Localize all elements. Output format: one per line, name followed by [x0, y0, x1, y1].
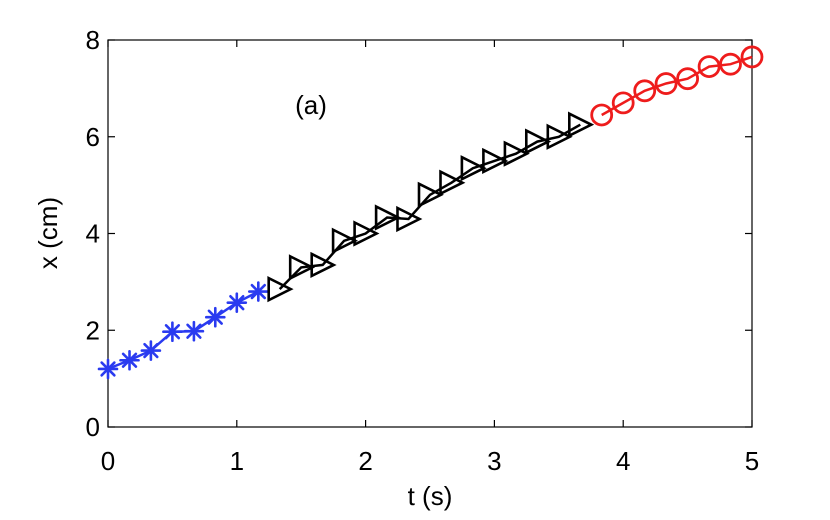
y-tick-label: 2	[86, 315, 100, 345]
data-point-asterisk	[140, 340, 162, 361]
data-point-asterisk	[204, 306, 226, 328]
data-point-triangle	[568, 111, 595, 138]
data-point-triangle	[374, 204, 402, 231]
data-point-triangle	[439, 169, 466, 196]
y-tick-label: 0	[86, 412, 100, 442]
y-tick-label: 6	[86, 122, 100, 152]
data-point-triangle	[267, 276, 294, 303]
series-layer	[97, 45, 764, 380]
data-point-triangle	[310, 251, 337, 279]
x-axis-label: t (s)	[408, 481, 453, 511]
axis-ticks: 0 1 2 3 4 5 0 2 4 6 8	[86, 25, 760, 476]
y-axis-label: x (cm)	[33, 197, 63, 269]
data-point-triangle	[417, 181, 444, 208]
x-tick-label: 0	[101, 446, 115, 476]
data-point-circle	[590, 103, 614, 127]
y-tick-label: 8	[86, 25, 100, 55]
data-point-asterisk	[119, 349, 140, 371]
x-tick-label: 1	[230, 446, 244, 476]
data-point-asterisk	[183, 320, 205, 342]
data-point-triangle	[331, 227, 358, 254]
data-point-triangle	[353, 220, 380, 247]
series-asterisk	[97, 281, 269, 380]
data-point-triangle	[546, 123, 573, 150]
x-tick-label: 4	[616, 446, 630, 476]
data-point-asterisk	[97, 358, 119, 380]
data-point-triangle	[396, 205, 423, 233]
x-tick-label: 5	[745, 446, 759, 476]
data-point-asterisk	[162, 321, 183, 343]
data-point-circle	[740, 45, 764, 69]
annotation-label: (a)	[295, 90, 327, 120]
data-point-circle	[654, 72, 678, 95]
data-point-triangle	[288, 254, 316, 281]
data-point-circle	[697, 55, 721, 79]
data-point-circle	[611, 91, 635, 115]
data-point-triangle	[460, 155, 487, 182]
data-point-triangle	[482, 147, 509, 175]
data-point-circle	[633, 79, 657, 103]
data-point-circle	[676, 67, 699, 91]
y-tick-label: 4	[86, 219, 100, 249]
series-circle	[590, 45, 764, 127]
data-point-asterisk	[248, 281, 269, 302]
data-point-triangle	[524, 128, 552, 155]
plot-area	[107, 39, 753, 428]
series-triangle-right	[267, 111, 595, 303]
series-line	[278, 123, 581, 290]
data-point-triangle	[503, 140, 530, 167]
x-tick-label: 2	[358, 446, 372, 476]
data-point-circle	[719, 52, 742, 76]
x-tick-label: 3	[487, 446, 501, 476]
data-point-asterisk	[226, 292, 248, 313]
